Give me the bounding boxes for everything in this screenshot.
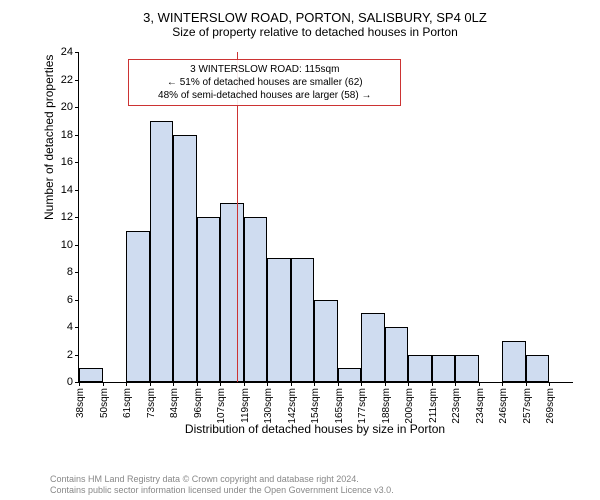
- annotation-line: 48% of semi-detached houses are larger (…: [135, 89, 394, 102]
- y-tick-mark: [75, 107, 79, 108]
- x-tick-mark: [408, 382, 409, 386]
- x-tick-mark: [314, 382, 315, 386]
- y-tick-mark: [75, 272, 79, 273]
- histogram-bar: [197, 217, 221, 382]
- footer-attribution: Contains HM Land Registry data © Crown c…: [50, 474, 394, 496]
- histogram-bar: [126, 231, 150, 382]
- x-tick-mark: [150, 382, 151, 386]
- x-tick-label: 177sqm: [357, 388, 368, 424]
- x-tick-label: 84sqm: [169, 388, 180, 418]
- x-tick-label: 119sqm: [240, 388, 251, 423]
- histogram-bar: [220, 203, 244, 382]
- histogram-bar: [502, 341, 526, 382]
- x-tick-label: 154sqm: [310, 388, 321, 424]
- annotation-line: 3 WINTERSLOW ROAD: 115sqm: [135, 63, 394, 76]
- histogram-bar: [385, 327, 409, 382]
- histogram-bar: [314, 300, 338, 383]
- x-tick-label: 96sqm: [193, 388, 204, 418]
- histogram-bar: [291, 258, 315, 382]
- y-tick-mark: [75, 162, 79, 163]
- x-tick-mark: [103, 382, 104, 386]
- x-tick-label: 257sqm: [522, 388, 533, 424]
- x-tick-mark: [502, 382, 503, 386]
- histogram-bar: [408, 355, 432, 383]
- x-tick-label: 246sqm: [498, 388, 509, 424]
- x-tick-label: 200sqm: [404, 388, 415, 424]
- x-tick-mark: [432, 382, 433, 386]
- histogram-bar: [361, 313, 385, 382]
- histogram-bar: [338, 368, 362, 382]
- chart-subtitle: Size of property relative to detached ho…: [50, 25, 580, 39]
- y-tick-mark: [75, 355, 79, 356]
- x-tick-mark: [549, 382, 550, 386]
- x-tick-mark: [126, 382, 127, 386]
- y-tick-mark: [75, 245, 79, 246]
- x-tick-mark: [267, 382, 268, 386]
- histogram-bar: [244, 217, 268, 382]
- y-tick-mark: [75, 327, 79, 328]
- histogram-bar: [455, 355, 479, 383]
- chart-container: 3, WINTERSLOW ROAD, PORTON, SALISBURY, S…: [50, 10, 580, 450]
- y-tick-mark: [75, 80, 79, 81]
- x-tick-mark: [291, 382, 292, 386]
- plot-area: 02468101214161820222438sqm50sqm61sqm73sq…: [78, 52, 573, 383]
- histogram-bar: [173, 135, 197, 383]
- x-tick-label: 130sqm: [263, 388, 274, 424]
- annotation-line: ← 51% of detached houses are smaller (62…: [135, 76, 394, 89]
- x-tick-label: 211sqm: [428, 388, 439, 423]
- x-tick-label: 234sqm: [475, 388, 486, 424]
- x-tick-label: 269sqm: [545, 388, 556, 424]
- y-tick-mark: [75, 190, 79, 191]
- chart-title: 3, WINTERSLOW ROAD, PORTON, SALISBURY, S…: [50, 10, 580, 25]
- histogram-bar: [150, 121, 174, 382]
- x-tick-label: 107sqm: [216, 388, 227, 424]
- x-tick-label: 61sqm: [122, 388, 133, 418]
- x-tick-label: 142sqm: [287, 388, 298, 424]
- x-tick-mark: [361, 382, 362, 386]
- y-tick-mark: [75, 300, 79, 301]
- x-tick-label: 165sqm: [334, 388, 345, 424]
- x-tick-label: 223sqm: [451, 388, 462, 424]
- y-tick-mark: [75, 52, 79, 53]
- y-axis-label: Number of detached properties: [42, 55, 56, 220]
- x-tick-mark: [173, 382, 174, 386]
- histogram-bar: [526, 355, 550, 383]
- x-tick-mark: [526, 382, 527, 386]
- x-axis-label: Distribution of detached houses by size …: [50, 422, 580, 436]
- footer-line-2: Contains public sector information licen…: [50, 485, 394, 496]
- x-tick-mark: [220, 382, 221, 386]
- x-tick-mark: [385, 382, 386, 386]
- x-tick-label: 188sqm: [381, 388, 392, 424]
- x-tick-mark: [79, 382, 80, 386]
- x-tick-label: 50sqm: [99, 388, 110, 418]
- footer-line-1: Contains HM Land Registry data © Crown c…: [50, 474, 394, 485]
- x-tick-mark: [197, 382, 198, 386]
- y-tick-mark: [75, 217, 79, 218]
- x-tick-mark: [479, 382, 480, 386]
- histogram-bar: [432, 355, 456, 383]
- annotation-box: 3 WINTERSLOW ROAD: 115sqm← 51% of detach…: [128, 59, 401, 106]
- histogram-bar: [79, 368, 103, 382]
- x-tick-mark: [455, 382, 456, 386]
- x-tick-mark: [244, 382, 245, 386]
- x-tick-mark: [338, 382, 339, 386]
- x-tick-label: 38sqm: [75, 388, 86, 418]
- y-tick-mark: [75, 135, 79, 136]
- x-tick-label: 73sqm: [146, 388, 157, 418]
- histogram-bar: [267, 258, 291, 382]
